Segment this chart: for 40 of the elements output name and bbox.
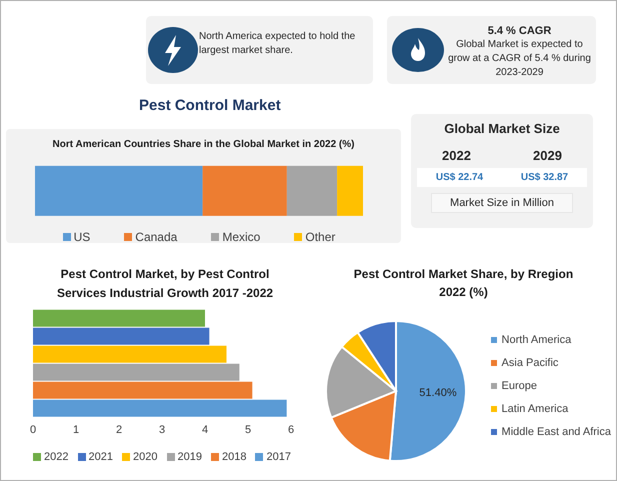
x-tick-label: 2: [116, 424, 122, 436]
x-tick-label: 3: [158, 424, 166, 436]
x-tick-label: 0: [30, 424, 36, 436]
chart-title: Pest Control Market Share, by Rregion 2022 (%): [352, 266, 574, 301]
category-label: 2022: [442, 148, 471, 163]
text: 5.4 % CAGR: [486, 24, 552, 38]
text: Market Size in Million: [431, 193, 573, 213]
legend-label: Middle East and Africa: [500, 424, 611, 440]
legend-label: 2019: [176, 451, 202, 463]
chart-subtitle: Nort American Countries Share in the Global Market in 2022 (%): [52, 138, 356, 152]
legend-label: Europe: [500, 378, 538, 394]
legend-label: Canada: [134, 230, 178, 244]
chart-title: Pest Control Market, by Pest Control Services Industrial Growth 2017 -2022: [56, 266, 274, 302]
legend-label: North America: [500, 332, 572, 348]
x-tick-label: 4: [202, 424, 208, 436]
legend-label: 2017: [265, 451, 291, 463]
text: US$ 22.74: [436, 172, 484, 183]
legend-label: Other: [304, 230, 336, 244]
text: Global Market is expected to grow at a CAGR of 5.4 % during 2023-2029: [447, 38, 592, 80]
legend-label: 2021: [88, 451, 114, 463]
legend-label: Mexico: [221, 230, 260, 244]
legend-label: 2020: [132, 451, 158, 463]
bar: [202, 166, 287, 216]
legend-label: Latin America: [500, 402, 570, 416]
x-tick-label: 1: [72, 424, 80, 436]
legend-label: US: [72, 230, 90, 244]
bar: [35, 166, 203, 216]
text: US$ 32.87: [520, 172, 568, 183]
x-tick-label: 5: [244, 424, 252, 436]
category-label: 2029: [533, 148, 562, 163]
data-label: 51.40%: [419, 386, 457, 399]
text: North America expected to hold the largest market share.: [199, 30, 356, 58]
text: Global Market Size: [443, 121, 561, 136]
x-tick-label: 6: [288, 424, 294, 436]
chart-title: Pest Control Market: [139, 97, 281, 114]
legend-label: Asia Pacific: [500, 356, 560, 370]
legend-label: 2018: [220, 451, 246, 463]
bar: [286, 166, 338, 216]
legend-label: 2022: [43, 451, 69, 463]
bar: [337, 166, 363, 216]
